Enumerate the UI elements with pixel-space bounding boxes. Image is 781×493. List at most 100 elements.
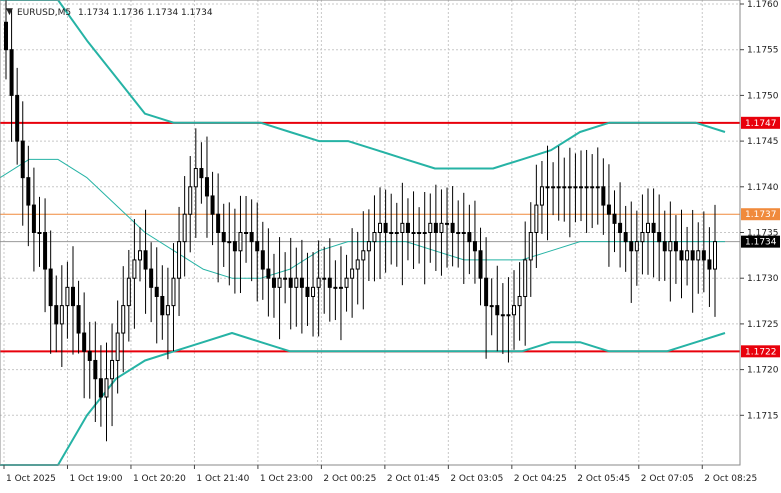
- candle-body: [523, 259, 528, 297]
- candle-body: [366, 241, 371, 252]
- candle-body: [48, 268, 53, 307]
- candles: [4, 0, 717, 442]
- price-tick-label: 1.1750: [747, 91, 779, 101]
- candle-body: [9, 49, 14, 96]
- candle-body: [590, 186, 595, 189]
- candle-body: [634, 241, 639, 252]
- candle-body: [171, 277, 176, 307]
- candle-body: [333, 286, 338, 289]
- candle-body: [344, 277, 349, 288]
- candle-body: [338, 286, 343, 289]
- candle-body: [579, 186, 584, 189]
- candle-body: [165, 305, 170, 316]
- current-price-label: 1.1734: [745, 238, 777, 248]
- time-tick-label: 1 Oct 21:40: [196, 474, 249, 484]
- candle-body: [43, 232, 48, 270]
- candle-body: [467, 232, 472, 243]
- candle-body: [177, 241, 182, 279]
- time-axis[interactable]: 1 Oct 2025 1 Oct 19:00 1 Oct 20:20 1 Oct 21…: [3, 465, 757, 484]
- price-tick-label: 1.1755: [747, 46, 779, 56]
- time-tick-label: 1 Oct 20:20: [133, 474, 186, 484]
- candle-body: [713, 241, 717, 270]
- candle-body: [484, 277, 489, 307]
- candle-body: [668, 241, 673, 252]
- candle-body: [54, 305, 59, 325]
- candle-body: [20, 140, 25, 179]
- symbol-menu-icon[interactable]: ▼: [6, 7, 13, 17]
- time-tick-label: 2 Oct 07:05: [641, 474, 694, 484]
- candle-body: [355, 259, 360, 270]
- candle-body: [182, 213, 187, 243]
- bollinger-upper-line: [0, 0, 726, 170]
- bollinger-middle-line: [0, 158, 725, 279]
- candle-body: [288, 277, 293, 288]
- candle-body: [160, 295, 165, 316]
- candle-body: [299, 277, 304, 288]
- time-tick-label: 2 Oct 05:45: [577, 474, 630, 484]
- candle-body: [512, 305, 517, 316]
- candle-body: [137, 250, 142, 261]
- candle-body: [244, 232, 249, 234]
- candle-body: [193, 168, 198, 188]
- candle-body: [249, 232, 254, 243]
- candle-body: [121, 305, 126, 334]
- candle-body: [456, 232, 461, 234]
- candle-body: [311, 286, 316, 297]
- candle-body: [405, 222, 410, 234]
- candle-body: [701, 250, 706, 261]
- price-tick-label: 1.1735: [747, 229, 779, 239]
- candle-body: [110, 359, 115, 380]
- candle-body: [601, 186, 606, 206]
- candle-body: [70, 286, 75, 307]
- price-tick-label: 1.1730: [747, 274, 779, 284]
- price-axis[interactable]: 1.17601.17551.17501.17451.17401.17351.17…: [740, 0, 780, 421]
- candle-body: [188, 186, 193, 215]
- candle-body: [606, 204, 611, 215]
- candle-body: [294, 277, 299, 288]
- bollinger-lower-line: [0, 332, 726, 466]
- candle-body: [210, 195, 215, 215]
- bollinger-bands: [0, 0, 726, 466]
- candle-body: [534, 204, 539, 234]
- candle-body: [143, 250, 148, 270]
- candle-body: [450, 222, 455, 234]
- price-tick-label: 1.1745: [747, 137, 779, 147]
- candle-body: [15, 94, 20, 142]
- candle-body: [76, 305, 81, 334]
- time-tick-label: 1 Oct 19:00: [69, 474, 122, 484]
- candle-body: [394, 232, 399, 234]
- candle-body: [472, 241, 477, 252]
- candle-body: [378, 222, 383, 234]
- symbol-label: EURUSD,M5: [17, 8, 71, 18]
- candle-body: [31, 204, 36, 234]
- candle-body: [283, 277, 288, 280]
- price-tick-label: 1.1740: [747, 183, 779, 193]
- candle-body: [149, 268, 154, 288]
- candle-body: [255, 241, 260, 252]
- candle-body: [372, 232, 377, 243]
- level-price-label: 1.1737: [745, 210, 777, 220]
- candle-body: [618, 222, 623, 234]
- ohlc-readout: 1.1734 1.1736 1.1734 1.1734: [78, 8, 213, 18]
- candle-body: [232, 241, 237, 252]
- price-tick-label: 1.1725: [747, 320, 779, 330]
- grid: [0, 0, 740, 465]
- candle-body: [461, 232, 466, 234]
- candle-body: [439, 222, 444, 234]
- price-tick-label: 1.1715: [747, 411, 779, 421]
- price-tick-label: 1.1720: [747, 366, 779, 376]
- candle-body: [673, 241, 678, 252]
- candle-body: [657, 232, 662, 243]
- time-tick-label: 2 Oct 03:05: [450, 474, 503, 484]
- time-tick-label: 2 Oct 00:25: [323, 474, 376, 484]
- candle-body: [478, 250, 483, 279]
- candle-body: [696, 250, 701, 261]
- level-price-tag: [741, 345, 780, 358]
- candle-body: [238, 232, 243, 252]
- candle-body: [389, 232, 394, 234]
- candle-body: [489, 305, 494, 308]
- candle-body: [400, 222, 405, 234]
